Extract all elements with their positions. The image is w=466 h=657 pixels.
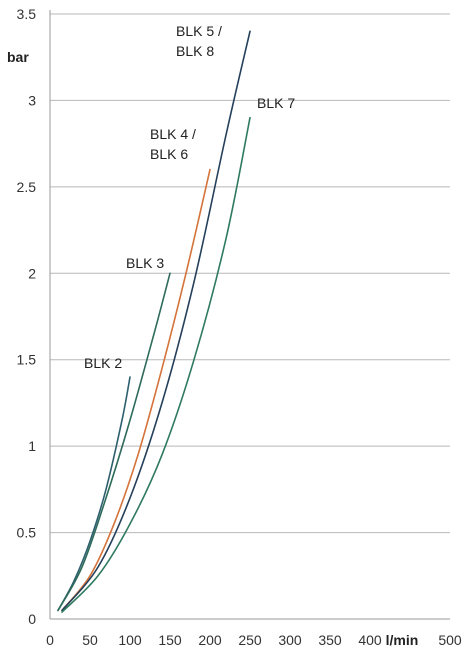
series-label: BLK 8 — [176, 43, 214, 59]
x-axis-unit-label: l/min — [386, 632, 419, 648]
y-tick-label: 0.5 — [17, 525, 37, 541]
series-label: BLK 4 / — [150, 126, 196, 142]
axes — [49, 10, 450, 620]
y-tick-label: 2.5 — [17, 179, 37, 195]
y-axis-unit-label: bar — [7, 49, 29, 65]
series-line-blk-2 — [57, 376, 131, 612]
x-tick-label: 250 — [238, 632, 262, 648]
x-tick-label: 0 — [46, 632, 54, 648]
x-tick-label: 400 — [358, 632, 382, 648]
x-tick-label: 200 — [198, 632, 222, 648]
y-tick-label: 1.5 — [17, 352, 37, 368]
x-tick-label: 50 — [82, 632, 98, 648]
series-lines — [57, 30, 251, 613]
x-tick-label: 100 — [118, 632, 142, 648]
y-tick-label: 1 — [28, 438, 36, 454]
series-label: BLK 7 — [257, 95, 295, 111]
series-line-blk-5-blk-8 — [61, 30, 251, 612]
series-label: BLK 5 / — [176, 23, 222, 39]
tick-labels: 0 0.5 1 1.5 2 2.5 3 3.5 0 50 100 150 200 250 300 350 400… — [17, 6, 462, 648]
series-line-blk-7 — [61, 116, 251, 613]
y-tick-label: 3.5 — [17, 6, 37, 22]
series-line-blk-3 — [57, 272, 171, 612]
y-tick-label: 0 — [28, 611, 36, 627]
y-tick-label: 2 — [28, 265, 36, 281]
grid-lines — [50, 13, 450, 534]
x-tick-label: 300 — [278, 632, 302, 648]
series-label: BLK 3 — [126, 255, 164, 271]
y-tick-label: 3 — [28, 92, 36, 108]
x-tick-label: 150 — [158, 632, 182, 648]
series-line-blk-4-blk-6 — [61, 168, 211, 612]
series-label: BLK 6 — [150, 146, 188, 162]
series-labels: BLK 2 BLK 3 BLK 4 / BLK 6 BLK 5 / BLK 8 BLK 7 — [84, 23, 295, 371]
series-label: BLK 2 — [84, 355, 122, 371]
x-tick-label: 500 — [438, 632, 462, 648]
x-tick-label: 350 — [318, 632, 342, 648]
